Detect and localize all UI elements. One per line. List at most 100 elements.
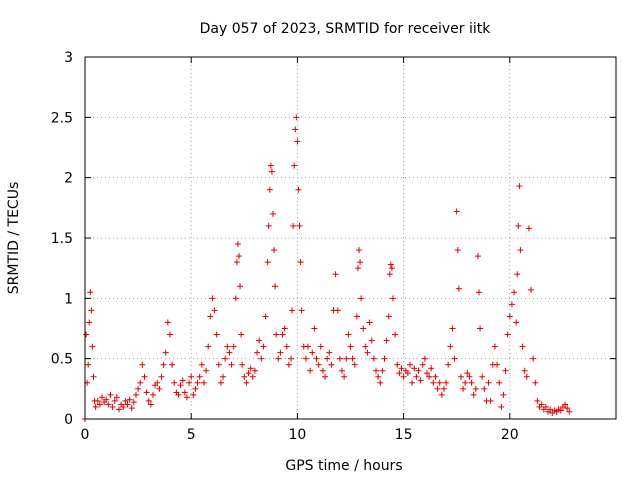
data-point (388, 265, 395, 272)
data-point (472, 385, 479, 392)
data-point (477, 325, 484, 332)
data-point (207, 313, 214, 320)
data-point (283, 343, 290, 350)
data-point (154, 379, 161, 386)
data-point (254, 349, 261, 356)
data-point (158, 373, 165, 380)
data-point (295, 186, 302, 193)
data-point (169, 361, 176, 368)
data-point (260, 343, 267, 350)
data-point (362, 343, 369, 350)
data-point (281, 325, 288, 332)
data-point (421, 355, 428, 362)
x-tick-label: 0 (81, 427, 90, 443)
data-point (428, 365, 435, 372)
data-point (196, 373, 203, 380)
data-point (297, 259, 304, 266)
data-point (149, 391, 156, 398)
data-point (411, 365, 418, 372)
data-point (311, 325, 318, 332)
data-point (89, 343, 96, 350)
x-tick-label: 10 (288, 427, 306, 443)
data-point (258, 355, 265, 362)
data-point (105, 401, 112, 408)
data-point (192, 385, 199, 392)
data-point (267, 162, 274, 169)
data-point (423, 370, 430, 377)
data-point (179, 377, 186, 384)
data-point (211, 307, 218, 314)
data-point (449, 325, 456, 332)
data-point (542, 403, 549, 410)
data-point (271, 247, 278, 254)
data-point (241, 373, 248, 380)
data-point (534, 397, 541, 404)
data-point (481, 385, 488, 392)
data-point (343, 355, 350, 362)
data-point (298, 307, 305, 314)
data-point (175, 391, 182, 398)
data-point (181, 389, 188, 396)
x-axis-label: GPS time / hours (285, 458, 402, 474)
data-point (511, 289, 518, 296)
x-tick-label: 20 (501, 427, 519, 443)
data-point (273, 331, 280, 338)
data-point (506, 313, 513, 320)
data-point (381, 355, 388, 362)
data-point (487, 397, 494, 404)
data-point (451, 355, 458, 362)
data-point (322, 373, 329, 380)
data-point (385, 313, 392, 320)
data-point (430, 379, 437, 386)
data-point (230, 343, 237, 350)
data-point (128, 405, 135, 412)
data-point (224, 343, 231, 350)
data-point (213, 331, 220, 338)
data-point (396, 370, 403, 377)
data-point (238, 331, 245, 338)
data-point (130, 399, 137, 406)
data-point (266, 186, 273, 193)
data-point (183, 394, 190, 401)
y-tick-label: 3 (64, 50, 73, 66)
data-point (532, 379, 539, 386)
data-point (525, 225, 532, 232)
data-point (530, 355, 537, 362)
data-point (387, 261, 394, 268)
data-point (222, 355, 229, 362)
data-point (392, 331, 399, 338)
data-point (302, 355, 309, 362)
data-point (166, 331, 173, 338)
data-point (164, 319, 171, 326)
data-point (470, 391, 477, 398)
data-point (269, 210, 276, 217)
data-point (83, 331, 90, 338)
data-point (115, 406, 122, 413)
data-point (145, 397, 152, 404)
data-point (372, 367, 379, 374)
data-point (464, 370, 471, 377)
data-point (171, 379, 178, 386)
data-point (491, 343, 498, 350)
data-point (417, 377, 424, 384)
data-point (232, 295, 239, 302)
data-point (366, 319, 373, 326)
data-point (88, 307, 95, 314)
data-point (251, 367, 258, 374)
data-point (328, 361, 335, 368)
data-point (498, 403, 505, 410)
data-point (364, 349, 371, 356)
data-point (109, 403, 116, 410)
data-point (447, 343, 454, 350)
data-point (147, 401, 154, 408)
data-point (434, 385, 441, 392)
data-point (120, 403, 127, 410)
data-point (355, 247, 362, 254)
data-point (528, 286, 535, 293)
data-point (496, 379, 503, 386)
data-point (294, 138, 301, 145)
data-point (445, 361, 452, 368)
data-point (228, 361, 235, 368)
data-point (504, 331, 511, 338)
